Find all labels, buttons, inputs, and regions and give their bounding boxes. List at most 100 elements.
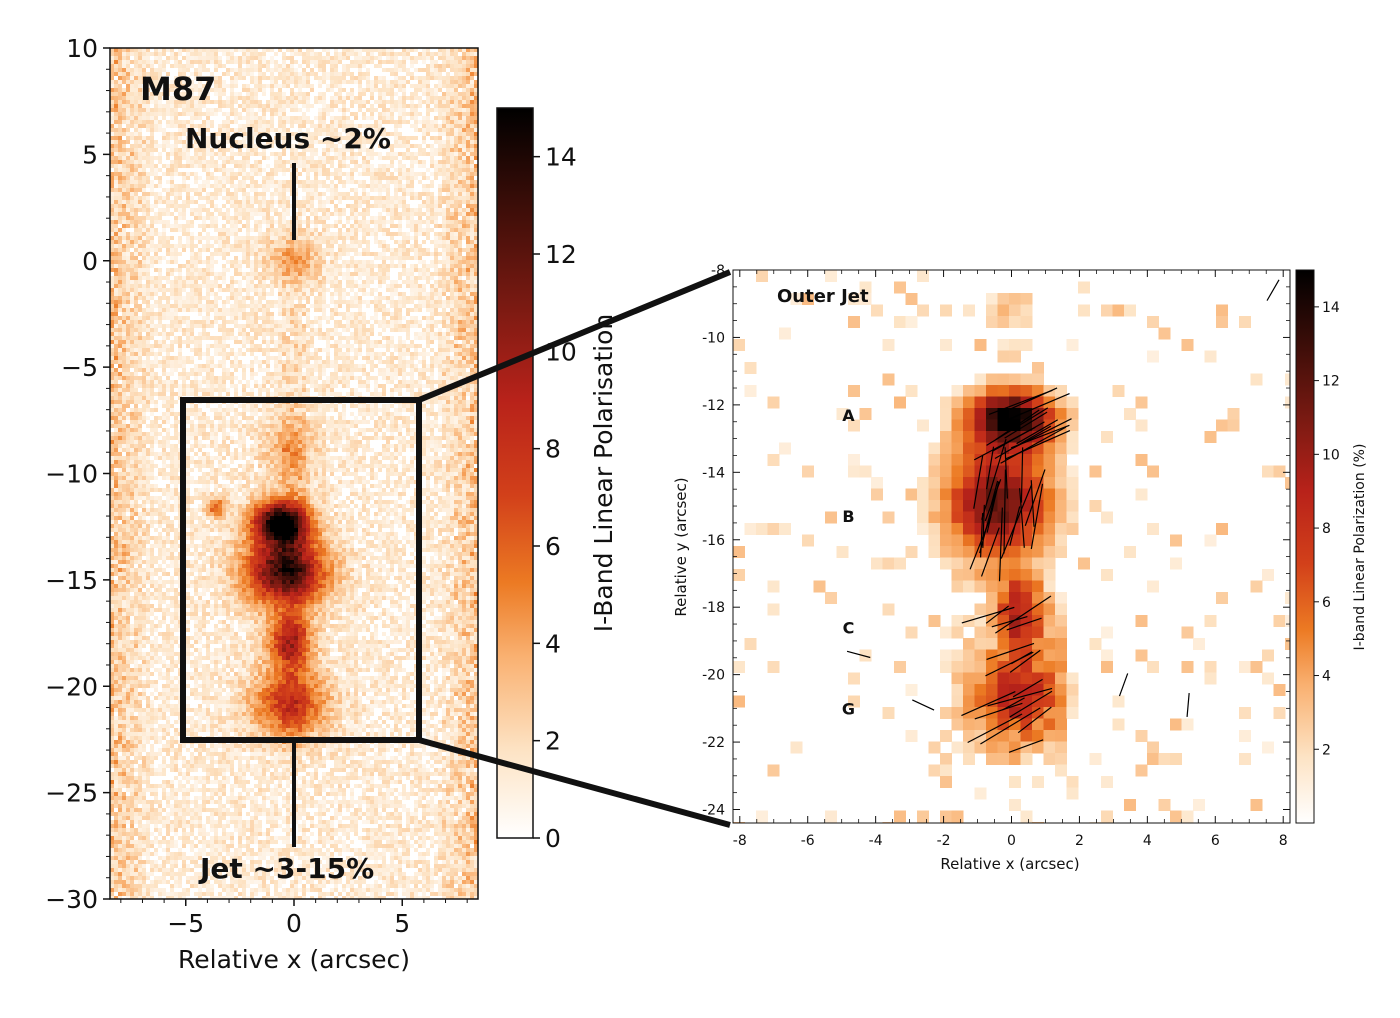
right-xtick-label: 4	[1143, 833, 1152, 849]
right-xlabel: Relative x (arcsec)	[940, 855, 1079, 873]
right-ytick-label: -12	[702, 398, 725, 414]
zoom-box	[180, 397, 422, 743]
polarization-vector	[1003, 469, 1007, 554]
polarization-vector	[1266, 279, 1280, 301]
polarization-vector	[1019, 488, 1025, 548]
right-ytick-label: -18	[702, 600, 725, 616]
polarization-vector	[1000, 426, 1067, 464]
left-object-label: M87	[140, 70, 216, 108]
right-ytick-label: -20	[702, 668, 725, 684]
right-colorbar-tick-label: 4	[1322, 669, 1331, 685]
right-ytick-label: -16	[702, 533, 725, 549]
right-xtick-label: -2	[937, 833, 951, 849]
left-ytick-label: −10	[45, 460, 98, 489]
polarization-vector	[1186, 692, 1190, 717]
polarization-vector	[1004, 393, 1070, 422]
polarization-vector	[973, 455, 984, 509]
polarization-vector	[1009, 690, 1053, 718]
polarization-vector	[961, 690, 1016, 717]
polarization-vector	[980, 527, 1000, 577]
left-ytick-label: −15	[45, 566, 98, 595]
polarization-vector	[1030, 483, 1044, 550]
polarization-vector	[1024, 469, 1046, 526]
left-xtick-label: 5	[394, 909, 410, 938]
right-title: Outer Jet	[777, 286, 869, 307]
polarization-vector	[1009, 506, 1021, 546]
polarization-vector	[985, 651, 1034, 677]
knot-labels: A B C G	[842, 406, 855, 718]
polarization-vector	[1020, 447, 1024, 503]
polarization-vector	[1008, 739, 1044, 753]
polarization-vector	[1009, 649, 1041, 673]
polarization-vector	[981, 438, 1007, 520]
polarization-vector	[1004, 447, 1008, 499]
left-ytick-label: −25	[45, 779, 98, 808]
polarization-vector	[987, 687, 1053, 707]
right-ytick-label: -24	[702, 803, 725, 819]
polarization-vector	[1004, 411, 1048, 439]
left-xlabel: Relative x (arcsec)	[178, 945, 410, 974]
polarization-vector	[1002, 697, 1025, 711]
jet-label: Jet ~3-15%	[198, 852, 374, 885]
zoom-connector-top	[417, 269, 732, 403]
right-colorbar-tick-label: 14	[1322, 300, 1340, 316]
polarization-vector	[995, 595, 1052, 634]
polarization-vector	[998, 507, 1003, 582]
knot-label-a: A	[842, 406, 855, 425]
polarization-vector	[1030, 480, 1035, 527]
right-colorbar-ticks: 2 4 6 8 10 12 14	[1314, 300, 1340, 758]
left-ytick-label: 5	[82, 140, 98, 169]
left-ytick-label: 0	[82, 247, 98, 276]
left-colorbar-tick-label: 14	[545, 143, 577, 172]
right-xtick-label: -6	[801, 833, 815, 849]
right-xtick-label: -8	[733, 833, 747, 849]
polarization-vector	[986, 481, 1000, 533]
left-colorbar-tick-label: 12	[545, 240, 577, 269]
right-xtick-label: 8	[1279, 833, 1288, 849]
polarization-vector	[961, 606, 1015, 624]
left-xtick-label: −5	[167, 909, 204, 938]
right-ytick-label: -10	[702, 330, 725, 346]
polarization-vector	[986, 446, 995, 490]
right-colorbar: 2 4 6 8 10 12 14 I-band Linear Polarization (%…	[1295, 269, 1368, 824]
right-ylabel: Relative y (arcsec)	[672, 477, 690, 616]
polarization-vector	[974, 702, 1023, 720]
left-ytick-label: −30	[45, 885, 98, 914]
polarization-vector	[994, 425, 1052, 459]
left-colorbar-tick-label: 4	[545, 629, 561, 658]
right-colorbar-gradient	[1295, 269, 1315, 824]
left-colorbar-tick-label: 6	[545, 532, 561, 561]
polarization-vector	[988, 389, 1053, 416]
right-colorbar-label: I-band Linear Polarization (%)	[1352, 444, 1368, 651]
polarization-vector	[986, 642, 1035, 660]
right-ytick-label: -8	[711, 263, 725, 279]
left-xtick-label: 0	[286, 909, 302, 938]
knot-label-b: B	[842, 507, 854, 526]
left-ticks: 10 5 0 −5 −10 −15 −20 −25 −30 −5 0 5	[45, 34, 468, 938]
polarization-vector	[1010, 424, 1070, 449]
polarization-vector	[1016, 419, 1059, 445]
polarization-vector	[846, 650, 871, 659]
left-colorbar-gradient	[496, 107, 534, 839]
polarization-vector	[1118, 673, 1129, 697]
right-colorbar-tick-label: 6	[1322, 595, 1331, 611]
polarization-vectors	[846, 279, 1280, 753]
right-ytick-label: -22	[702, 735, 725, 751]
polarization-vector	[1012, 678, 1043, 698]
knot-label-c: C	[843, 618, 855, 637]
polarization-vector	[979, 492, 997, 554]
zoom-connector-bottom	[418, 737, 731, 828]
left-ytick-label: −20	[45, 672, 98, 701]
right-ticks: -8 -6 -4 -2 0 2 4 6 8-8-10-12-14-16-18-20-22-24	[702, 263, 1290, 849]
knot-label-g: G	[842, 699, 855, 718]
polarization-vector	[969, 516, 992, 570]
right-xtick-label: 6	[1211, 833, 1220, 849]
polarization-vector	[991, 615, 1028, 628]
polarization-vector	[1006, 617, 1042, 631]
right-xtick-label: 2	[1075, 833, 1084, 849]
right-colorbar-tick-label: 12	[1322, 374, 1340, 390]
left-colorbar-label: I-Band Linear Polarisation	[589, 314, 618, 632]
